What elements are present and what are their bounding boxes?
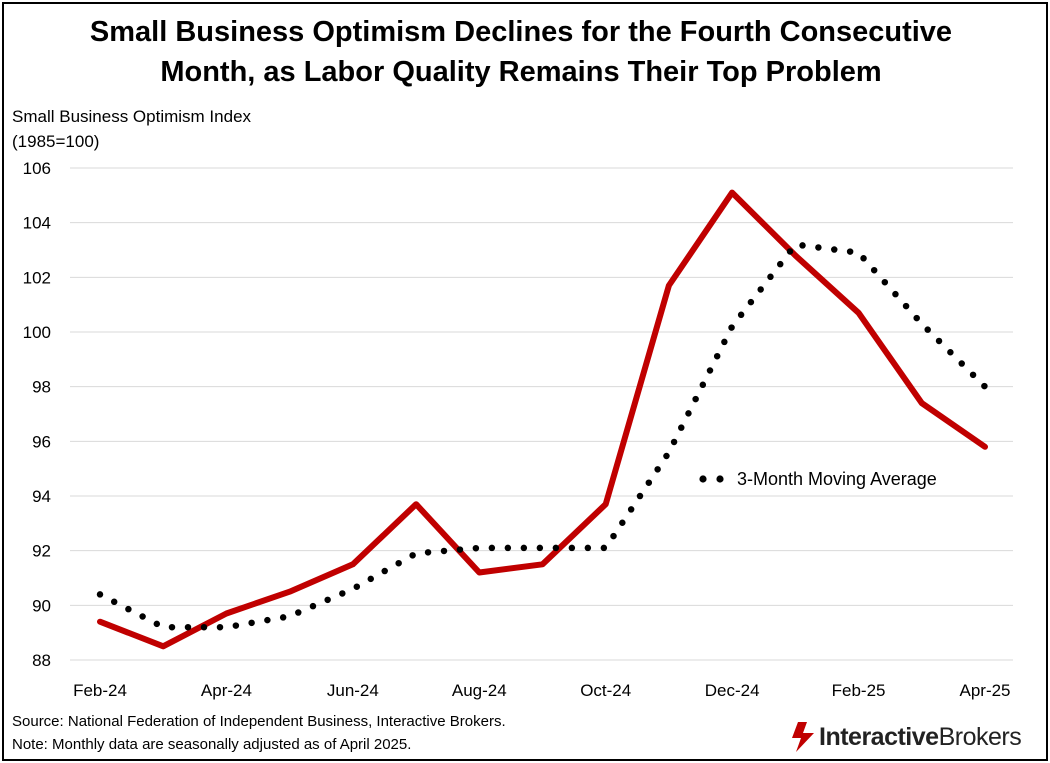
x-tick-label: Feb-24 xyxy=(73,681,127,700)
x-tick-label: Oct-24 xyxy=(580,681,631,700)
legend-dot-1 xyxy=(699,475,707,483)
logo-word-brokers: Brokers xyxy=(938,722,1022,751)
y-tick-label: 92 xyxy=(32,542,51,561)
legend-label: 3-Month Moving Average xyxy=(737,469,937,489)
title-line-2: Month, as Labor Quality Remains Their To… xyxy=(160,56,882,88)
logo-mark-icon xyxy=(792,722,814,752)
y-tick-label: 102 xyxy=(23,268,51,287)
y-tick-label: 96 xyxy=(32,432,51,451)
x-tick-label: Apr-24 xyxy=(201,681,252,700)
legend: 3-Month Moving Average xyxy=(699,469,937,489)
gridlines xyxy=(70,167,1013,661)
source-note: Source: National Federation of Independe… xyxy=(12,713,506,730)
chart-title: Small Business Optimism Declines for the… xyxy=(0,12,1042,92)
footer-notes: Source: National Federation of Independe… xyxy=(12,710,506,756)
y-tick-label: 104 xyxy=(23,214,51,233)
x-tick-label: Aug-24 xyxy=(452,681,507,700)
x-tick-label: Jun-24 xyxy=(327,681,379,700)
moving-average-line xyxy=(96,241,989,631)
y-tick-label: 88 xyxy=(32,651,51,670)
logo-wordmark: InteractiveBrokers xyxy=(819,722,1022,752)
y-tick-label: 98 xyxy=(32,378,51,397)
y-axis-label: Small Business Optimism Index (1985=100) xyxy=(12,104,251,154)
legend-dot-2 xyxy=(716,475,724,483)
x-tick-label: Feb-25 xyxy=(832,681,886,700)
logo-word-interactive: Interactive xyxy=(819,722,939,751)
optimism-index-line xyxy=(97,189,988,650)
y-tick-labels: 88 90 92 94 96 98 100 102 104 106 xyxy=(23,159,51,670)
y-axis-label-line-1: Small Business Optimism Index xyxy=(12,107,252,126)
y-tick-label: 100 xyxy=(23,323,51,342)
title-line-1: Small Business Optimism Declines for the… xyxy=(89,16,953,48)
data-note: Note: Monthly data are seasonally adjust… xyxy=(12,736,412,753)
x-tick-label: Dec-24 xyxy=(705,681,760,700)
y-tick-label: 90 xyxy=(32,596,51,615)
y-tick-label: 106 xyxy=(23,159,51,178)
x-tick-labels: Feb-24 Apr-24 Jun-24 Aug-24 Oct-24 Dec-24 Feb-… xyxy=(73,681,1010,700)
x-tick-label: Apr-25 xyxy=(959,681,1010,700)
interactive-brokers-logo: InteractiveBrokers xyxy=(790,715,1022,759)
y-axis-label-line-2: (1985=100) xyxy=(12,132,100,151)
y-tick-label: 94 xyxy=(32,487,51,506)
series-group xyxy=(96,189,989,650)
